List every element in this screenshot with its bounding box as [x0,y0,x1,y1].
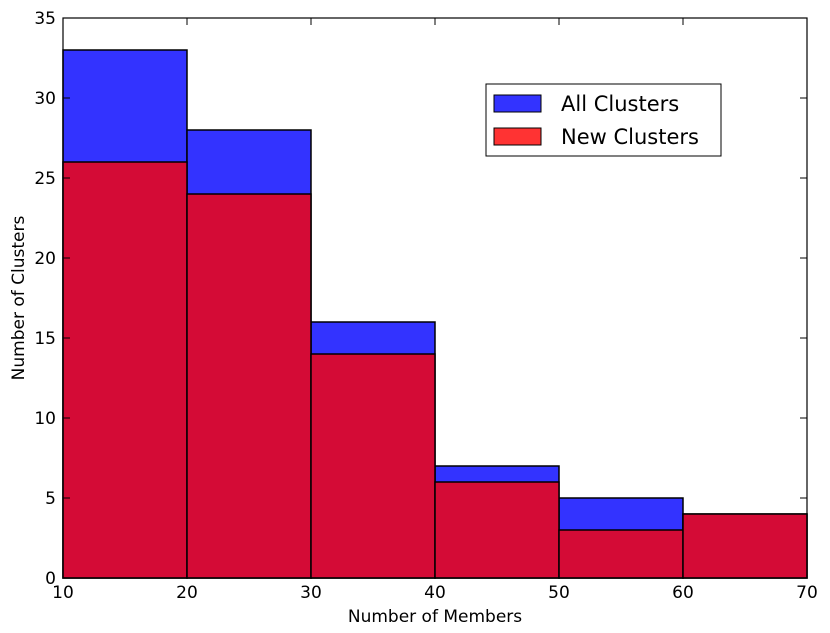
legend-swatch-all-clusters [493,94,542,113]
y-axis-label: Number of Clusters [9,216,29,381]
x-tick-label: 70 [796,583,818,603]
y-tick-label: 20 [34,249,56,269]
y-tick-label: 0 [45,569,56,589]
new-clusters-bars [62,161,808,579]
x-axis-label: Number of Members [348,607,522,627]
x-tick-label: 60 [672,583,694,603]
bar-new-clusters [310,353,436,579]
bar-new-clusters [186,193,312,579]
bar-new-clusters [558,529,684,579]
x-tick-label: 40 [424,583,446,603]
bar-new-clusters [434,481,560,579]
y-tick-label: 35 [34,9,56,29]
bar-new-clusters [62,161,188,579]
x-tick-label: 50 [548,583,570,603]
y-tick-label: 5 [45,489,56,509]
legend: All Clusters New Clusters [485,83,722,157]
y-axis-ticks: 0 5 10 15 20 25 30 35 [34,9,807,589]
legend-swatch-new-clusters [493,127,542,146]
y-tick-label: 25 [34,169,56,189]
legend-label-new-clusters: New Clusters [561,125,699,149]
x-tick-label: 30 [300,583,322,603]
y-tick-label: 15 [34,329,56,349]
x-axis-ticks: 10 20 30 40 50 60 70 [52,18,818,603]
legend-label-all-clusters: All Clusters [561,92,679,116]
x-tick-label: 20 [176,583,198,603]
bar-new-clusters [682,513,808,579]
y-tick-label: 30 [34,89,56,109]
y-tick-label: 10 [34,409,56,429]
x-tick-label: 10 [52,583,74,603]
